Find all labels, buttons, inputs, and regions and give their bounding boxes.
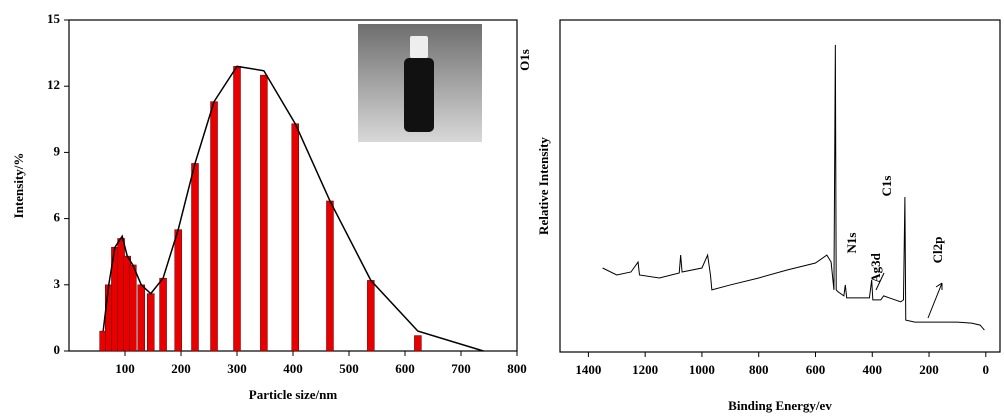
bar — [233, 66, 241, 352]
x-tick-label: 1200 — [632, 362, 658, 377]
bar — [326, 200, 334, 352]
x-tick-label: 400 — [283, 361, 303, 376]
x-tick-label: 800 — [507, 361, 527, 376]
x-tick-label: 100 — [115, 361, 135, 376]
y-tick-label: 12 — [47, 77, 60, 92]
arrow — [927, 282, 943, 319]
peak-annotation: N1s — [844, 233, 859, 254]
x-tick-label: 1000 — [689, 362, 715, 377]
y-tick-label: 0 — [54, 342, 61, 357]
x-tick-label: 700 — [451, 361, 471, 376]
x-tick-label: 200 — [171, 361, 191, 376]
bar — [137, 284, 145, 352]
y-tick-label: 9 — [54, 143, 61, 158]
data-line — [602, 44, 985, 331]
y-axis-title: Intensity/% — [11, 153, 26, 219]
plot-frame — [559, 19, 1001, 353]
x-tick-label: 200 — [919, 362, 939, 377]
bar — [129, 264, 137, 352]
photo-inset — [358, 24, 482, 142]
x-axis-title: Binding Energy/ev — [728, 398, 832, 413]
bar — [367, 280, 375, 352]
bar — [414, 335, 422, 352]
bar — [147, 293, 155, 352]
x-tick-label: 400 — [863, 362, 883, 377]
bar — [174, 229, 182, 352]
x-tick-label: 500 — [339, 361, 359, 376]
arrow — [875, 272, 885, 291]
peak-annotation: Ag3d — [868, 252, 883, 282]
y-axis-title: Relative Intensity — [536, 137, 551, 235]
data-line — [102, 65, 484, 352]
bar — [191, 163, 199, 352]
peak-annotation: C1s — [879, 176, 894, 197]
x-tick-label: 1400 — [575, 362, 601, 377]
y-tick-label: 6 — [54, 210, 61, 225]
x-axis-title: Particle size/nm — [249, 387, 338, 402]
bar — [159, 277, 167, 352]
x-tick-label: 600 — [395, 361, 415, 376]
x-tick-label: 800 — [749, 362, 769, 377]
y-tick-label: 15 — [47, 11, 61, 26]
bar — [291, 123, 299, 352]
bar — [260, 74, 268, 352]
x-tick-label: 300 — [227, 361, 247, 376]
bar — [210, 101, 218, 352]
x-tick-label: 0 — [983, 362, 990, 377]
peak-annotation: Cl2p — [930, 237, 945, 264]
x-tick-label: 600 — [806, 362, 826, 377]
peak-annotation: O1s — [517, 49, 532, 71]
y-tick-label: 3 — [54, 276, 61, 291]
